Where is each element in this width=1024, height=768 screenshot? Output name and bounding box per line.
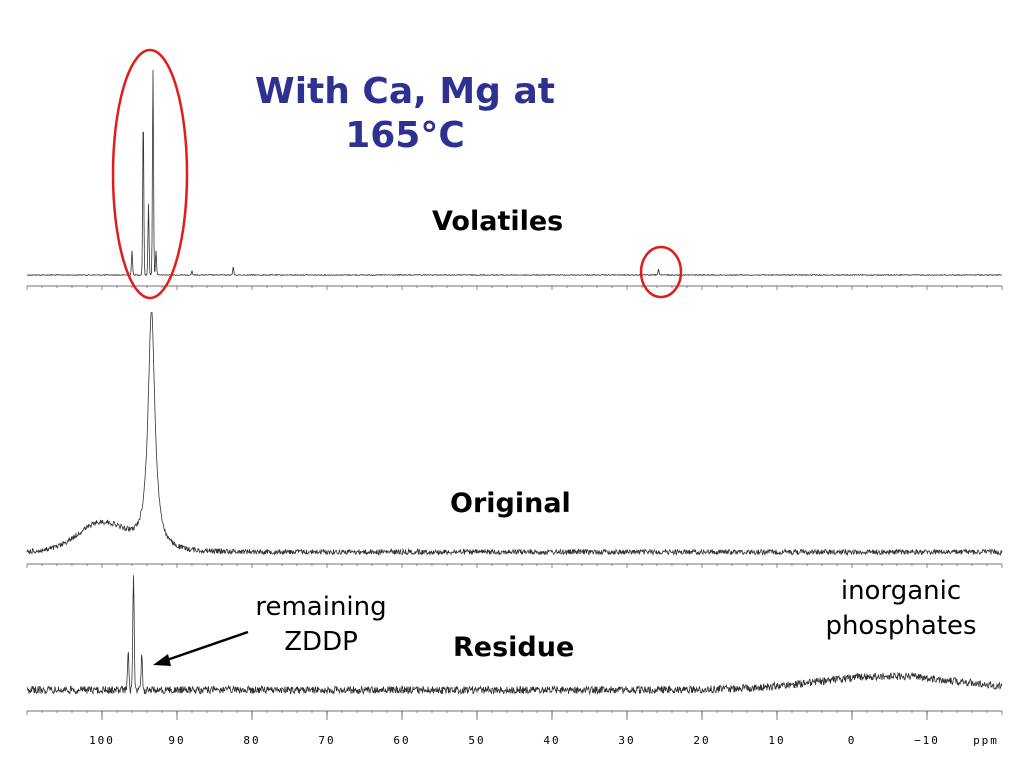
x-tick-label: 50	[468, 734, 485, 747]
x-tick-label: 80	[243, 734, 260, 747]
annotation-inorganic-line2: phosphates	[825, 611, 977, 641]
label-residue: Residue	[453, 632, 575, 663]
label-volatiles: Volatiles	[432, 206, 564, 237]
slide-title: With Ca, Mg at 165°C	[250, 70, 560, 158]
x-tick-label: 30	[618, 734, 635, 747]
x-tick-label: −10	[914, 734, 940, 747]
title-line-1: With Ca, Mg at	[255, 71, 555, 112]
annotation-remaining-line1: remaining	[255, 592, 387, 622]
x-axis-unit-label: ppm	[973, 734, 999, 747]
label-original: Original	[450, 488, 571, 519]
x-tick-label: 10	[768, 734, 785, 747]
annotation-arrow-head	[153, 654, 171, 666]
highlight-ellipse-small-peak	[639, 245, 683, 299]
annotation-inorganic-phosphates: inorganic phosphates	[806, 574, 996, 644]
annotation-remaining-zddp: remaining ZDDP	[236, 590, 406, 660]
x-tick-label: 20	[693, 734, 710, 747]
x-tick-label: 40	[543, 734, 560, 747]
x-tick-label: 0	[848, 734, 857, 747]
annotation-inorganic-line1: inorganic	[840, 576, 962, 606]
spectrum-trace-residue	[26, 575, 1003, 696]
x-tick-label: 60	[393, 734, 410, 747]
x-tick-label: 90	[168, 734, 185, 747]
title-line-2: 165°C	[345, 115, 465, 156]
x-tick-label: 100	[89, 734, 115, 747]
spectrum-trace-original	[26, 311, 1003, 557]
spectrum-trace-volatiles	[26, 69, 1003, 277]
annotation-arrow-line	[163, 630, 249, 663]
annotation-remaining-line2: ZDDP	[284, 627, 358, 657]
x-tick-label: 70	[318, 734, 335, 747]
highlight-ellipse-main-peaks	[111, 48, 189, 300]
